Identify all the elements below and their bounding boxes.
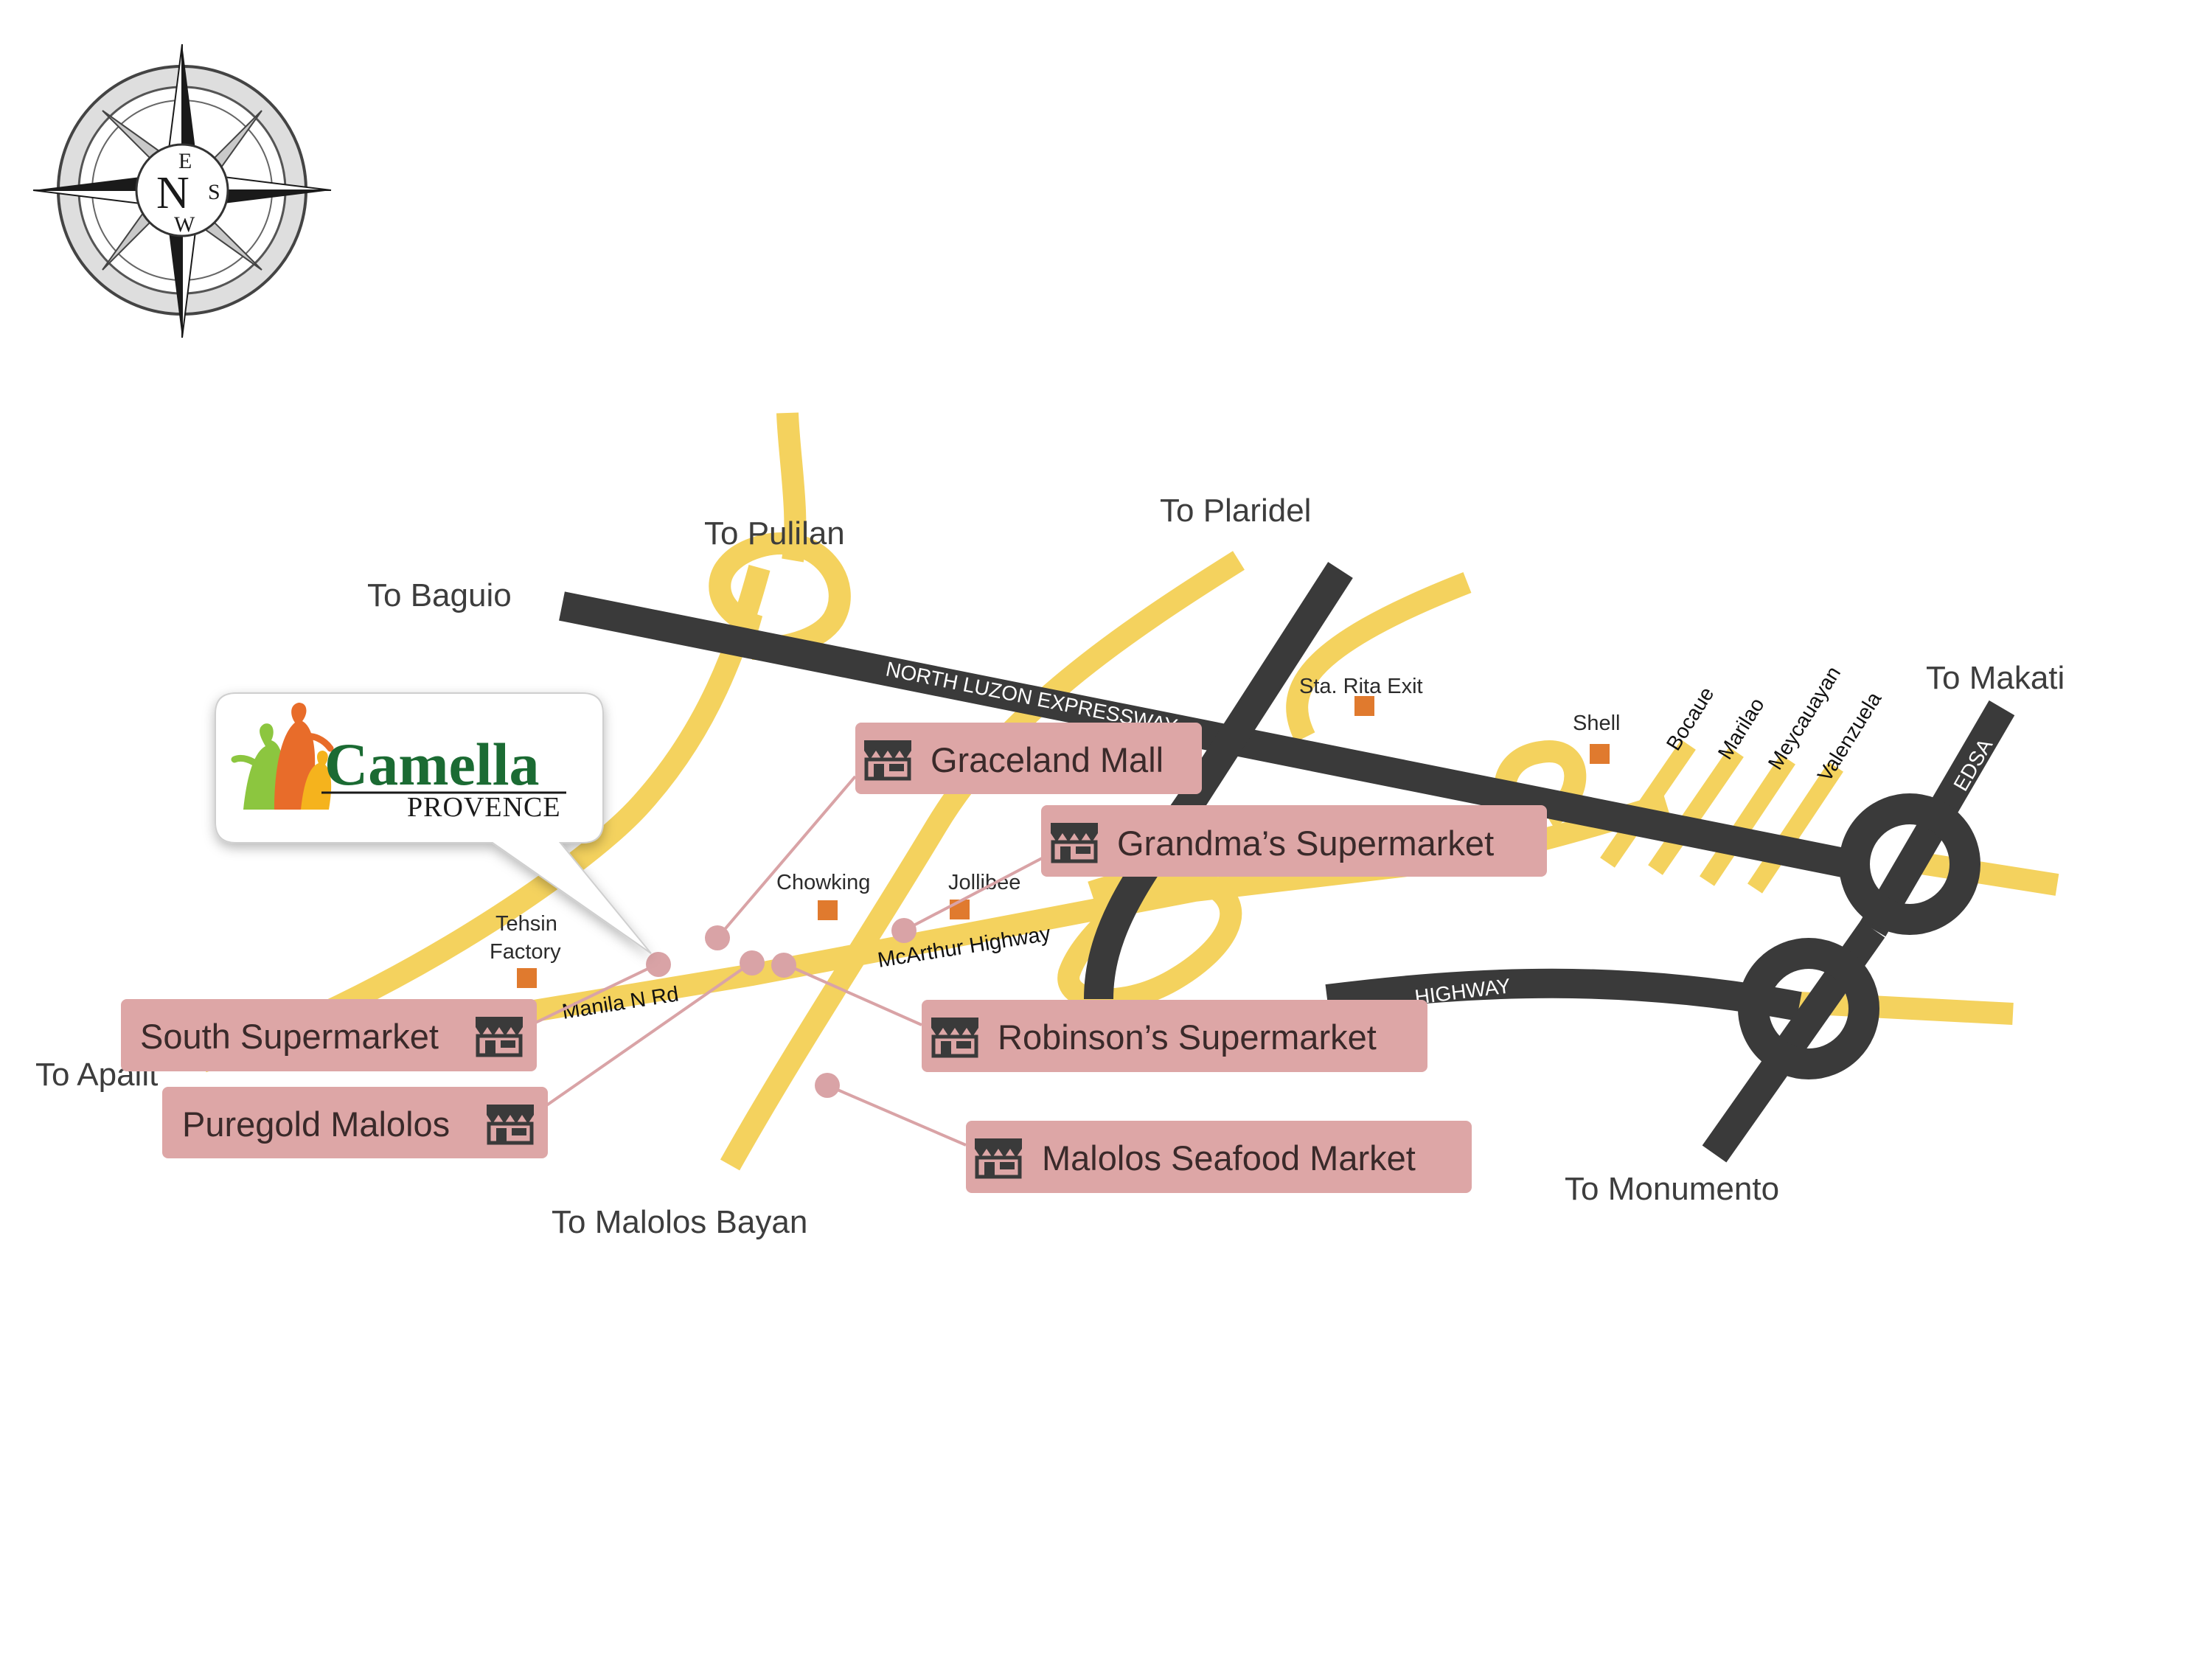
landmark-shell-label: Shell: [1573, 712, 1621, 735]
road-to-apalit: [199, 565, 771, 1073]
store-name-robinsons: Robinson’s Supermarket: [998, 1018, 1377, 1057]
exit-label-bocaue: Bocaue: [1662, 683, 1719, 754]
pin-camella[interactable]: [646, 952, 671, 977]
family-figures-logo: [231, 703, 334, 810]
compass-north-label: N: [156, 168, 189, 218]
exit-label-marilao: Marilao: [1714, 694, 1769, 763]
makati-roundabout: [1839, 793, 1980, 935]
destination-pulilan: To Pulilan: [704, 515, 845, 552]
destination-monumento: To Monumento: [1565, 1171, 1779, 1207]
destination-baguio: To Baguio: [367, 577, 512, 613]
exit-ramps: [1600, 740, 1843, 894]
compass: N E S W: [32, 44, 332, 338]
brand-subtitle: PROVENCE: [407, 792, 561, 823]
store-label-grandmas[interactable]: Grandma’s Supermarket: [1041, 805, 1547, 877]
nlex-road: [559, 591, 1846, 877]
compass-west-label: W: [174, 212, 195, 237]
monumento-roundabout: [1738, 938, 1879, 1079]
store-name-seafood: Malolos Seafood Market: [1042, 1138, 1416, 1178]
landmark-sta-rita-marker: [1354, 696, 1374, 716]
compass-east-label: E: [178, 149, 192, 173]
pin-puregold[interactable]: [740, 950, 765, 975]
store-name-puregold: Puregold Malolos: [182, 1105, 450, 1144]
pulilan-interchange-loop: [709, 532, 851, 660]
landmark-sta-rita-label: Sta. Rita Exit: [1299, 675, 1423, 698]
landmark-chowking-label: Chowking: [776, 871, 870, 894]
store-pins: [646, 918, 917, 1098]
store-leaders: [530, 775, 1044, 1147]
road-to-plaridel: [720, 551, 1245, 1171]
store-name-graceland: Graceland Mall: [931, 740, 1164, 779]
landmark-chowking-marker: [818, 900, 838, 920]
pin-graceland[interactable]: [705, 925, 730, 950]
compass-rose-icon: [32, 44, 332, 338]
southern-highway: [1325, 968, 1802, 1021]
landmark-shell-marker: [1590, 744, 1610, 764]
store-label-puregold[interactable]: Puregold Malolos: [162, 1087, 548, 1158]
pin-grandmas[interactable]: [891, 918, 917, 943]
store-name-south: South Supermarket: [140, 1017, 439, 1056]
destination-malolos-bayan: To Malolos Bayan: [552, 1204, 807, 1240]
landmark-tehsin-label-line1: Tehsin: [495, 912, 557, 936]
landmarks: Sta. Rita Exit Shell Chowking Jollibee T…: [490, 675, 1621, 988]
store-label-seafood[interactable]: Malolos Seafood Market: [966, 1121, 1472, 1193]
camella-callout: Camella PROVENCE: [215, 692, 652, 954]
store-name-grandmas: Grandma’s Supermarket: [1117, 824, 1494, 863]
landmark-tehsin-label-line2: Factory: [490, 940, 561, 964]
store-label-robinsons[interactable]: Robinson’s Supermarket: [922, 1000, 1427, 1072]
store-label-graceland[interactable]: Graceland Mall: [855, 723, 1202, 794]
road-east-a: [1915, 852, 2059, 896]
landmark-tehsin-marker: [517, 968, 537, 988]
compass-south-label: S: [208, 180, 220, 204]
brand-name: Camella: [324, 731, 539, 798]
road-to-sta-rita: [1286, 572, 1472, 742]
destination-plaridel: To Plaridel: [1160, 493, 1311, 529]
store-label-south[interactable]: South Supermarket: [121, 999, 537, 1071]
pin-robinsons[interactable]: [771, 953, 796, 978]
pin-seafood[interactable]: [815, 1073, 840, 1098]
destination-makati: To Makati: [1926, 660, 2065, 696]
